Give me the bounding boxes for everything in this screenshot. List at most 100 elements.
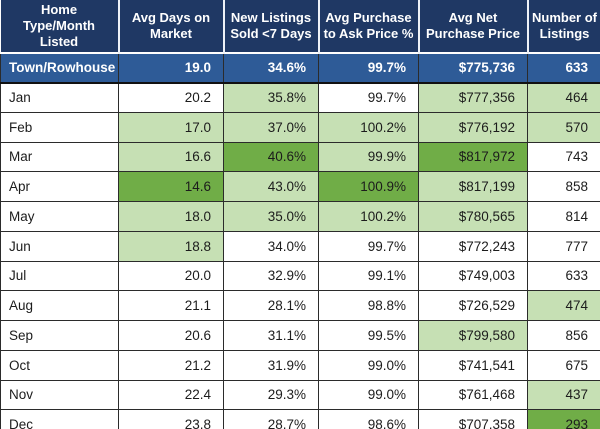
- data-cell: 18.8: [118, 230, 224, 262]
- table-row: Apr 14.6 43.0% 100.9% $817,199 858: [0, 171, 600, 203]
- data-cell: 777: [527, 230, 600, 262]
- summary-data-cell: 34.6%: [223, 51, 319, 84]
- column-header: Avg Purchase to Ask Price %: [317, 0, 419, 53]
- data-cell: 20.0: [118, 260, 224, 292]
- row-label: Jun: [0, 230, 119, 262]
- data-cell: 32.9%: [223, 260, 319, 292]
- data-cell: 29.3%: [223, 379, 319, 411]
- data-cell: $741,541: [418, 349, 528, 381]
- data-cell: 40.6%: [223, 141, 319, 173]
- data-cell: 99.1%: [318, 260, 419, 292]
- data-cell: 99.0%: [318, 379, 419, 411]
- data-cell: 570: [527, 111, 600, 143]
- data-cell: 21.1: [118, 290, 224, 322]
- data-cell: 28.7%: [223, 409, 319, 429]
- row-label: Jan: [0, 82, 119, 113]
- row-label: Sep: [0, 320, 119, 351]
- data-cell: $776,192: [418, 111, 528, 143]
- data-cell: 858: [527, 171, 600, 203]
- data-cell: $777,356: [418, 82, 528, 113]
- data-cell: 16.6: [118, 141, 224, 173]
- table-row: Nov 22.4 29.3% 99.0% $761,468 437: [0, 379, 600, 411]
- data-cell: $817,972: [418, 141, 528, 173]
- data-cell: 814: [527, 201, 600, 232]
- data-cell: 20.2: [118, 82, 224, 113]
- summary-row-label: Town/Rowhouse: [0, 51, 119, 84]
- data-cell: 28.1%: [223, 290, 319, 322]
- data-cell: 437: [527, 379, 600, 411]
- data-cell: 100.9%: [318, 171, 419, 203]
- data-cell: 474: [527, 290, 600, 322]
- data-cell: 99.5%: [318, 320, 419, 351]
- table-row: Dec 23.8 28.7% 98.6% $707,358 293: [0, 409, 600, 429]
- column-header: Number of Listings: [526, 0, 600, 53]
- data-cell: 35.8%: [223, 82, 319, 113]
- data-cell: 37.0%: [223, 111, 319, 143]
- data-cell: 21.2: [118, 349, 224, 381]
- table-row: May 18.0 35.0% 100.2% $780,565 814: [0, 201, 600, 232]
- table-row: Aug 21.1 28.1% 98.8% $726,529 474: [0, 290, 600, 322]
- data-cell: 464: [527, 82, 600, 113]
- data-cell: 99.0%: [318, 349, 419, 381]
- month-rows: Jan 20.2 35.8% 99.7% $777,356 464 Feb 17.0 37.0%…: [0, 82, 600, 429]
- row-label: Nov: [0, 379, 119, 411]
- data-cell: 856: [527, 320, 600, 351]
- table-row: Oct 21.2 31.9% 99.0% $741,541 675: [0, 349, 600, 381]
- row-label: Mar: [0, 141, 119, 173]
- data-cell: 22.4: [118, 379, 224, 411]
- row-label: May: [0, 201, 119, 232]
- table-row: Jun 18.8 34.0% 99.7% $772,243 777: [0, 230, 600, 262]
- data-cell: 675: [527, 349, 600, 381]
- data-cell: 31.9%: [223, 349, 319, 381]
- row-label: Dec: [0, 409, 119, 429]
- row-label: Oct: [0, 349, 119, 381]
- data-cell: 43.0%: [223, 171, 319, 203]
- data-cell: 23.8: [118, 409, 224, 429]
- column-header: New Listings Sold <7 Days: [222, 0, 319, 53]
- data-cell: 293: [527, 409, 600, 429]
- header-row: Home Type/Month Listed Avg Days on Market…: [0, 0, 600, 53]
- row-label: Feb: [0, 111, 119, 143]
- row-label: Apr: [0, 171, 119, 203]
- column-header: Home Type/Month Listed: [0, 0, 119, 53]
- data-cell: $761,468: [418, 379, 528, 411]
- table-row: Jan 20.2 35.8% 99.7% $777,356 464: [0, 82, 600, 113]
- data-cell: 100.2%: [318, 201, 419, 232]
- data-cell: 98.8%: [318, 290, 419, 322]
- table-row: Feb 17.0 37.0% 100.2% $776,192 570: [0, 111, 600, 143]
- data-cell: $817,199: [418, 171, 528, 203]
- summary-data-cell: 99.7%: [318, 51, 419, 84]
- summary-data-cell: 19.0: [118, 51, 224, 84]
- row-label: Aug: [0, 290, 119, 322]
- data-cell: 99.9%: [318, 141, 419, 173]
- row-label: Jul: [0, 260, 119, 292]
- data-cell: $799,580: [418, 320, 528, 351]
- data-cell: 17.0: [118, 111, 224, 143]
- data-cell: 743: [527, 141, 600, 173]
- data-cell: 34.0%: [223, 230, 319, 262]
- data-cell: $726,529: [418, 290, 528, 322]
- table-row: Mar 16.6 40.6% 99.9% $817,972 743: [0, 141, 600, 173]
- table-row: Jul 20.0 32.9% 99.1% $749,003 633: [0, 260, 600, 292]
- data-cell: 31.1%: [223, 320, 319, 351]
- table-row: Sep 20.6 31.1% 99.5% $799,580 856: [0, 320, 600, 351]
- column-header: Avg Net Purchase Price: [417, 0, 528, 53]
- column-header: Avg Days on Market: [117, 0, 224, 53]
- summary-data-cell: $775,736: [418, 51, 528, 84]
- data-cell: 20.6: [118, 320, 224, 351]
- data-cell: 99.7%: [318, 82, 419, 113]
- data-cell: 18.0: [118, 201, 224, 232]
- data-cell: 14.6: [118, 171, 224, 203]
- data-cell: $772,243: [418, 230, 528, 262]
- data-cell: $707,358: [418, 409, 528, 429]
- data-cell: 633: [527, 260, 600, 292]
- data-cell: 100.2%: [318, 111, 419, 143]
- data-cell: $780,565: [418, 201, 528, 232]
- summary-row-town-rowhouse: Town/Rowhouse 19.0 34.6% 99.7% $775,736 633: [0, 51, 600, 84]
- data-cell: $749,003: [418, 260, 528, 292]
- summary-data-cell: 633: [527, 51, 600, 84]
- data-cell: 98.6%: [318, 409, 419, 429]
- data-cell: 35.0%: [223, 201, 319, 232]
